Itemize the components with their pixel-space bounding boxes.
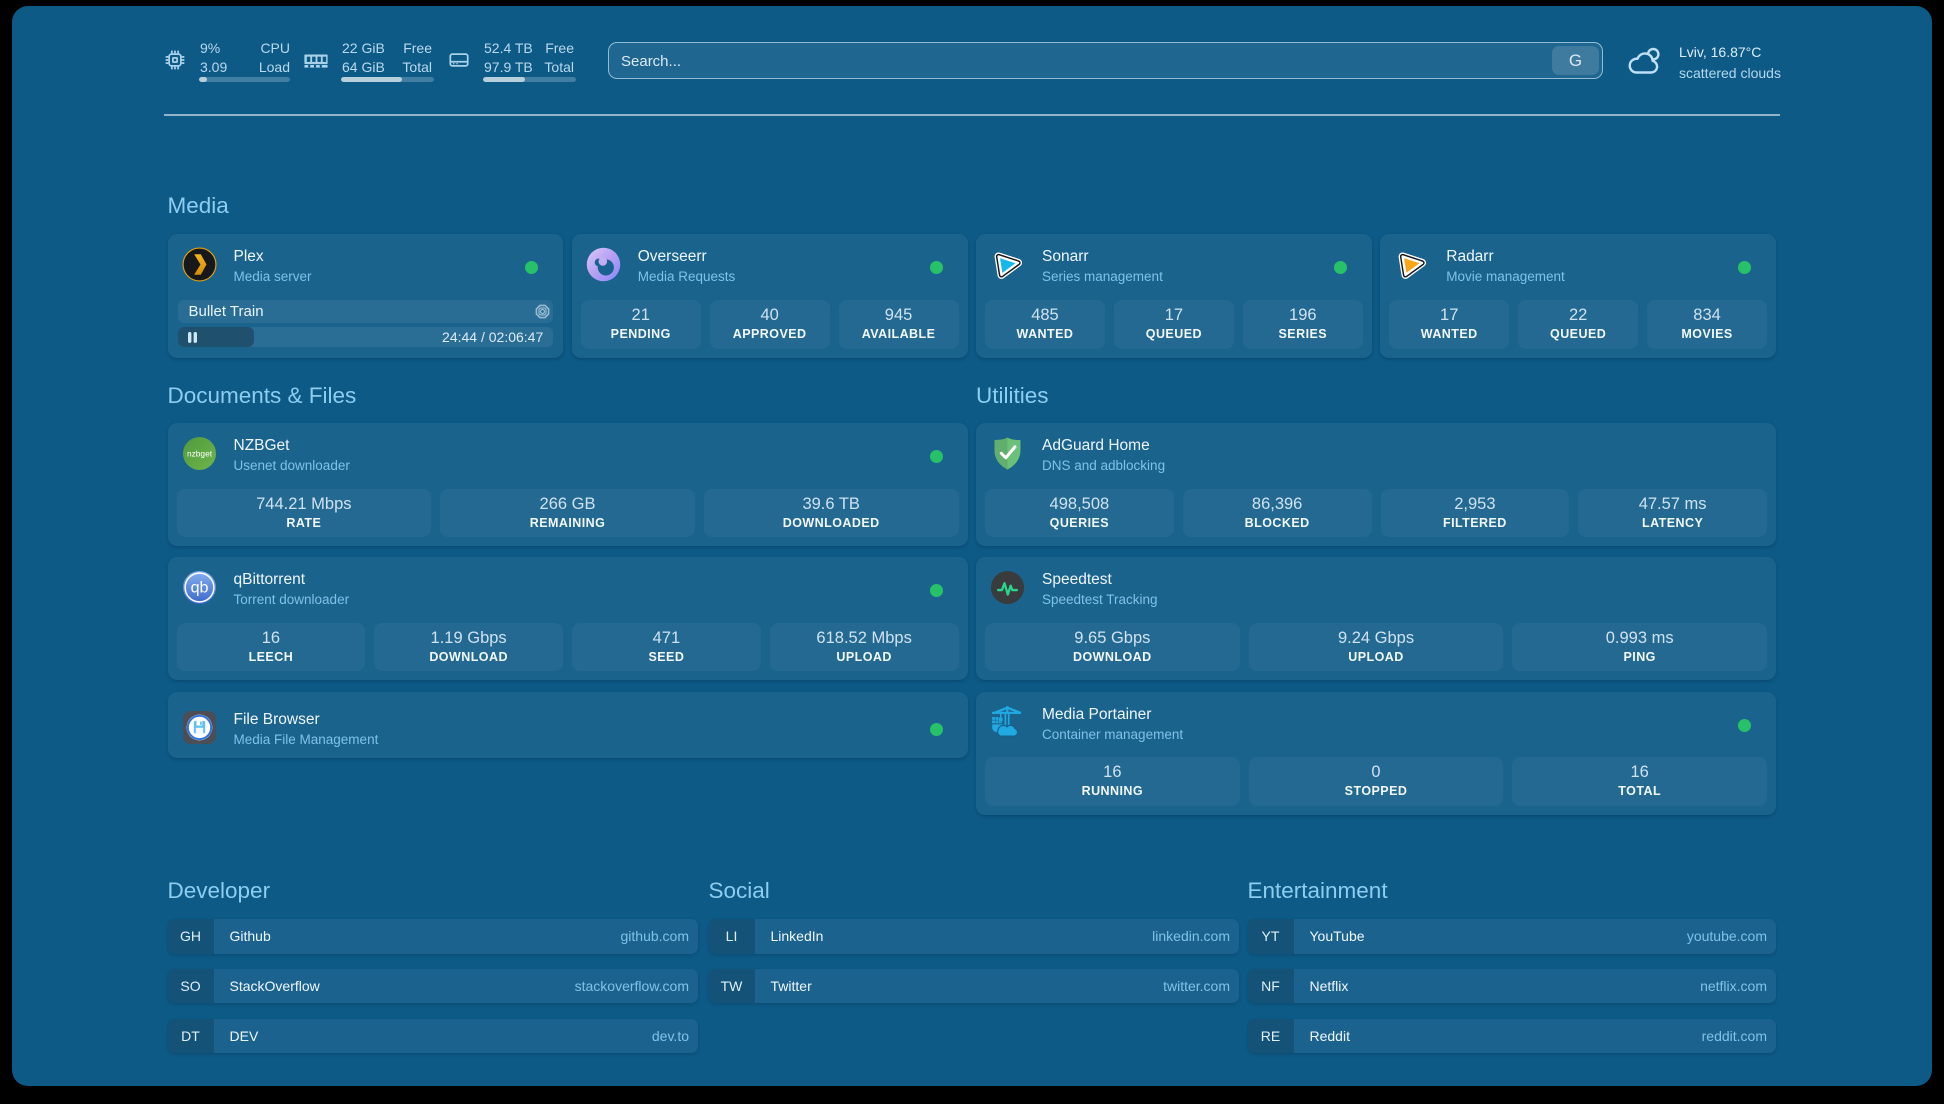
svg-text:qb: qb [190,579,208,597]
svg-text:nzbget: nzbget [186,449,212,459]
